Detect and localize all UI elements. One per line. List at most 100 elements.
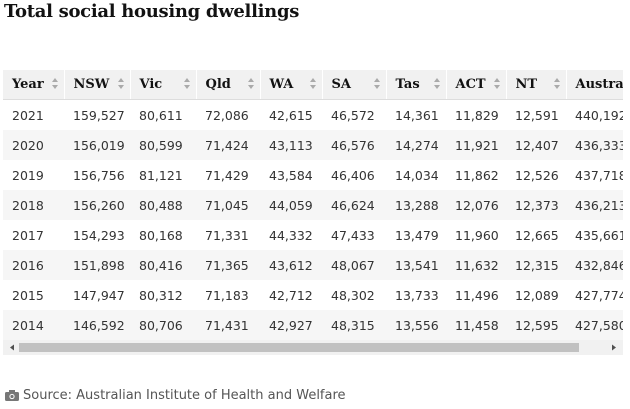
table-cell: 154,293 [73, 227, 125, 243]
column-header[interactable]: Tas [385, 70, 446, 100]
table-cell: 2015 [12, 287, 44, 303]
table-cell: 12,089 [515, 287, 559, 303]
table-body: 2021 159,527 80,611 72,086 42,615 46,572 14,36… [3, 100, 623, 340]
column-header[interactable]: NSW [63, 70, 130, 100]
table-cell: 12,526 [515, 167, 559, 183]
column-header[interactable]: ACT [445, 70, 506, 100]
table-cell: 14,274 [386, 130, 446, 160]
title: Total social housing dwellings [4, 1, 300, 22]
table-cell: 80,706 [130, 310, 196, 340]
table-row: 2015 147,947 80,312 71,183 42,712 48,302 13,73… [3, 280, 623, 310]
table-cell: 46,624 [322, 190, 386, 220]
table-cell: 14,361 [395, 107, 439, 123]
camera-icon [5, 390, 19, 401]
table-cell: 13,541 [386, 250, 446, 280]
column-header[interactable]: Vic [129, 70, 196, 100]
table-cell: 12,591 [515, 107, 559, 123]
table-cell: 156,019 [64, 130, 130, 160]
table-cell: 43,612 [260, 250, 322, 280]
table-cell: 71,183 [205, 287, 249, 303]
table-cell: 11,496 [455, 287, 499, 303]
table-cell: 11,921 [446, 130, 506, 160]
table-cell: 71,424 [196, 130, 260, 160]
column-header[interactable]: Austral [565, 70, 623, 100]
table-cell: 11,458 [446, 310, 506, 340]
table-cell: 435,661 [575, 227, 623, 243]
table-cell: 46,406 [331, 167, 375, 183]
table-cell: 13,479 [395, 227, 439, 243]
column-header[interactable]: Qld [195, 70, 260, 100]
column-header[interactable]: NT [505, 70, 566, 100]
table-cell: 48,302 [331, 287, 375, 303]
table-cell: 2018 [3, 190, 64, 220]
table-cell: 156,260 [64, 190, 130, 220]
table-cell: 80,599 [130, 130, 196, 160]
table-cell: 2016 [3, 250, 64, 280]
scrollbar[interactable] [3, 340, 623, 355]
table-row: 2019 156,756 81,121 71,429 43,584 46,406 14,03… [3, 160, 623, 190]
table-cell: 2020 [3, 130, 64, 160]
scroll-arrows [10, 344, 616, 351]
data-table: YearNSWVicQldWASATasACTNTAustral 2021 159… [3, 70, 623, 340]
table-row: 2020 156,019 80,599 71,424 43,113 46,576 14,27… [3, 130, 623, 160]
table-cell: 427,580 [566, 310, 623, 340]
table-cell: 12,595 [506, 310, 566, 340]
table-cell: 11,862 [455, 167, 499, 183]
column-header[interactable]: SA [321, 70, 386, 100]
table-cell: 71,429 [205, 167, 249, 183]
table-cell: 11,829 [455, 107, 499, 123]
column-header[interactable]: Year [3, 70, 64, 100]
table-cell: 80,416 [130, 250, 196, 280]
table-cell: 2014 [3, 310, 64, 340]
table-cell: 146,592 [64, 310, 130, 340]
table-cell: 11,960 [455, 227, 499, 243]
table-wrapper: YearNSWVicQldWASATasACTNTAustral 2021 159… [3, 70, 623, 340]
table-cell: 2021 [12, 107, 44, 123]
table-cell: 42,927 [260, 310, 322, 340]
column-header[interactable]: WA [259, 70, 322, 100]
source-text: Source: Australian Institute of Health a… [23, 388, 346, 403]
table-cell: 11,632 [446, 250, 506, 280]
table-cell: 48,315 [322, 310, 386, 340]
table-cell: 436,213 [566, 190, 623, 220]
source: Source: Australian Institute of Health a… [5, 388, 346, 403]
table-row: 2017 154,293 80,168 71,331 44,332 47,433 13,47… [3, 220, 623, 250]
table-cell: 71,431 [196, 310, 260, 340]
table-cell: 43,113 [260, 130, 322, 160]
table-cell: 42,615 [269, 107, 313, 123]
table-cell: 80,611 [139, 107, 183, 123]
table-cell: 2017 [12, 227, 44, 243]
table-cell: 80,488 [130, 190, 196, 220]
table-cell: 46,576 [322, 130, 386, 160]
table-cell: 12,315 [506, 250, 566, 280]
table-cell: 440,192 [575, 107, 623, 123]
table-cell: 13,556 [386, 310, 446, 340]
table-cell: 42,712 [269, 287, 313, 303]
table-cell: 13,288 [386, 190, 446, 220]
table-cell: 156,756 [73, 167, 125, 183]
scroll-thumb[interactable] [19, 343, 579, 352]
table-cell: 46,572 [331, 107, 375, 123]
table-cell: 14,034 [395, 167, 439, 183]
table-cell: 71,045 [196, 190, 260, 220]
table-cell: 81,121 [139, 167, 183, 183]
table-cell: 151,898 [64, 250, 130, 280]
table-cell: 44,059 [260, 190, 322, 220]
table-cell: 48,067 [322, 250, 386, 280]
table-row: 2016 151,898 80,416 71,365 43,612 48,067 13,54… [3, 250, 623, 280]
table-cell: 71,365 [196, 250, 260, 280]
table-cell: 159,527 [73, 107, 125, 123]
header-row: YearNSWVicQldWASATasACTNTAustral [3, 70, 623, 100]
table-cell: 47,433 [331, 227, 375, 243]
table-cell: 72,086 [205, 107, 249, 123]
table-cell: 427,774 [575, 287, 623, 303]
table-row: 2018 156,260 80,488 71,045 44,059 46,624 13,28… [3, 190, 623, 220]
table-cell: 147,947 [73, 287, 125, 303]
table-cell: 12,076 [446, 190, 506, 220]
table-cell: 12,665 [515, 227, 559, 243]
table-cell: 44,332 [269, 227, 313, 243]
table-row: 2014 146,592 80,706 71,431 42,927 48,315 13,55… [3, 310, 623, 340]
table-cell: 436,333 [566, 130, 623, 160]
table-cell: 13,733 [395, 287, 439, 303]
